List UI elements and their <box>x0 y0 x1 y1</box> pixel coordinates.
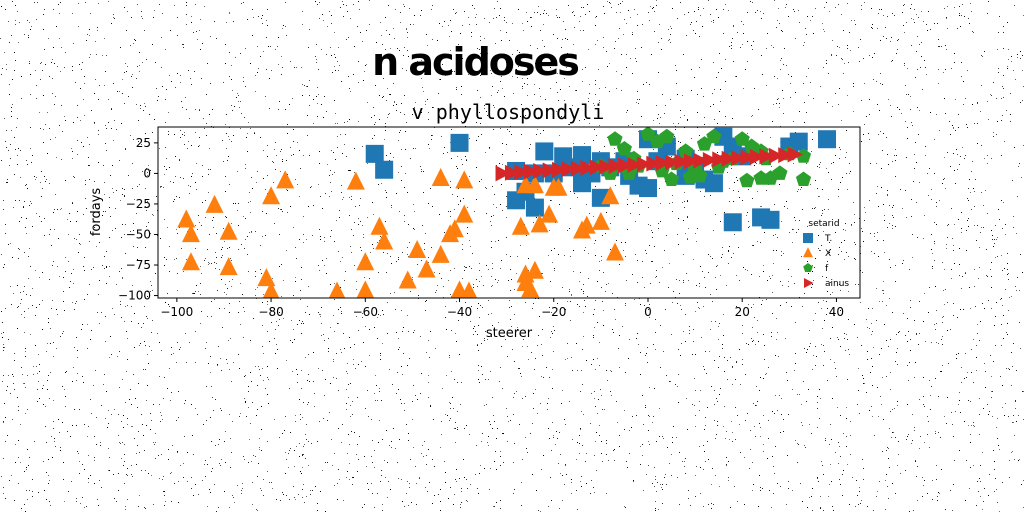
point-square-0-0 <box>365 144 384 163</box>
x-tick-label-1: −80 <box>258 305 283 319</box>
y-axis-ticks: 25 0 −25 −50 −75 −100 <box>118 136 158 303</box>
point-square-0-37 <box>818 130 837 149</box>
legend-label-1: X <box>825 249 831 259</box>
point-square-0-3 <box>535 142 554 161</box>
point-triangle-1-0 <box>177 209 196 228</box>
point-triangle-1-31 <box>525 260 544 279</box>
point-square-0-13 <box>507 191 526 210</box>
point-triangle-1-25 <box>455 204 474 223</box>
point-triangle-1-17 <box>408 240 427 259</box>
legend-marker-3 <box>804 278 814 288</box>
point-triangle-1-8 <box>262 186 281 205</box>
x-tick-label-3: −40 <box>447 305 472 319</box>
point-triangle-1-38 <box>591 211 610 230</box>
point-triangle-1-6 <box>257 268 276 287</box>
data-marks <box>177 127 837 298</box>
legend-marker-2 <box>803 263 813 272</box>
y-tick-label-0: 25 <box>136 136 151 150</box>
legend-label-3: ainus <box>825 279 849 289</box>
point-triangle-1-13 <box>356 280 375 298</box>
legend: setarid T. Xf ainus <box>803 219 849 289</box>
point-square-0-34 <box>761 210 780 229</box>
point-triangle-1-27 <box>511 216 530 235</box>
x-axis-label: steerer <box>486 326 533 341</box>
point-triangle-1-4 <box>219 221 238 240</box>
legend-label-2: f <box>825 264 829 274</box>
point-triangle-1-16 <box>398 270 417 289</box>
point-square-0-21 <box>638 179 657 198</box>
point-square-0-32 <box>723 213 742 232</box>
legend-label-0: T. <box>824 234 832 244</box>
point-triangle-1-11 <box>346 171 365 190</box>
point-triangle-1-40 <box>606 242 625 261</box>
point-square-0-36 <box>789 132 808 151</box>
point-triangle-1-24 <box>455 170 474 189</box>
point-square-0-2 <box>450 133 469 152</box>
x-tick-label-0: −100 <box>160 305 193 319</box>
point-square-0-10 <box>573 174 592 193</box>
legend-marker-1 <box>803 247 813 258</box>
point-triangle-1-5 <box>219 257 238 276</box>
x-tick-label-7: 40 <box>829 305 844 319</box>
x-axis-ticks: −100 −80 −60 −40 −20 0 20 40 <box>160 298 844 319</box>
chart-suptitle: n acidoses <box>372 40 578 84</box>
point-triangle-1-9 <box>276 170 295 189</box>
point-square-0-28 <box>704 174 723 193</box>
point-pentagon-2-0 <box>607 131 623 146</box>
point-square-0-14 <box>525 198 544 217</box>
point-pentagon-2-18 <box>739 172 755 188</box>
y-tick-label-5: −100 <box>118 289 151 303</box>
point-triangle-1-10 <box>328 281 346 298</box>
point-pentagon-2-25 <box>659 128 675 144</box>
y-tick-label-3: −50 <box>126 227 151 241</box>
legend-title: setarid <box>808 219 839 229</box>
y-axis-label: fordays <box>89 188 104 237</box>
x-tick-label-2: −60 <box>353 305 378 319</box>
y-tick-label-2: −25 <box>126 197 151 211</box>
y-tick-label-1: 0 <box>143 166 151 180</box>
point-triangle-1-20 <box>431 167 450 186</box>
x-tick-label-4: −20 <box>541 305 566 319</box>
point-triangle-1-3 <box>205 194 224 213</box>
x-tick-label-5: 0 <box>644 305 652 319</box>
point-triangle-1-14 <box>370 216 389 235</box>
point-triangle-1-19 <box>431 244 450 263</box>
point-square-0-1 <box>375 160 394 179</box>
point-triangle-1-12 <box>356 252 375 271</box>
x-tick-label-6: 20 <box>735 305 750 319</box>
point-pentagon-2-23 <box>795 171 812 186</box>
chart-title: v phyllospondyli <box>412 100 605 124</box>
legend-marker-0 <box>803 233 813 243</box>
point-triangle-1-2 <box>181 252 200 271</box>
y-tick-label-4: −75 <box>126 258 151 272</box>
